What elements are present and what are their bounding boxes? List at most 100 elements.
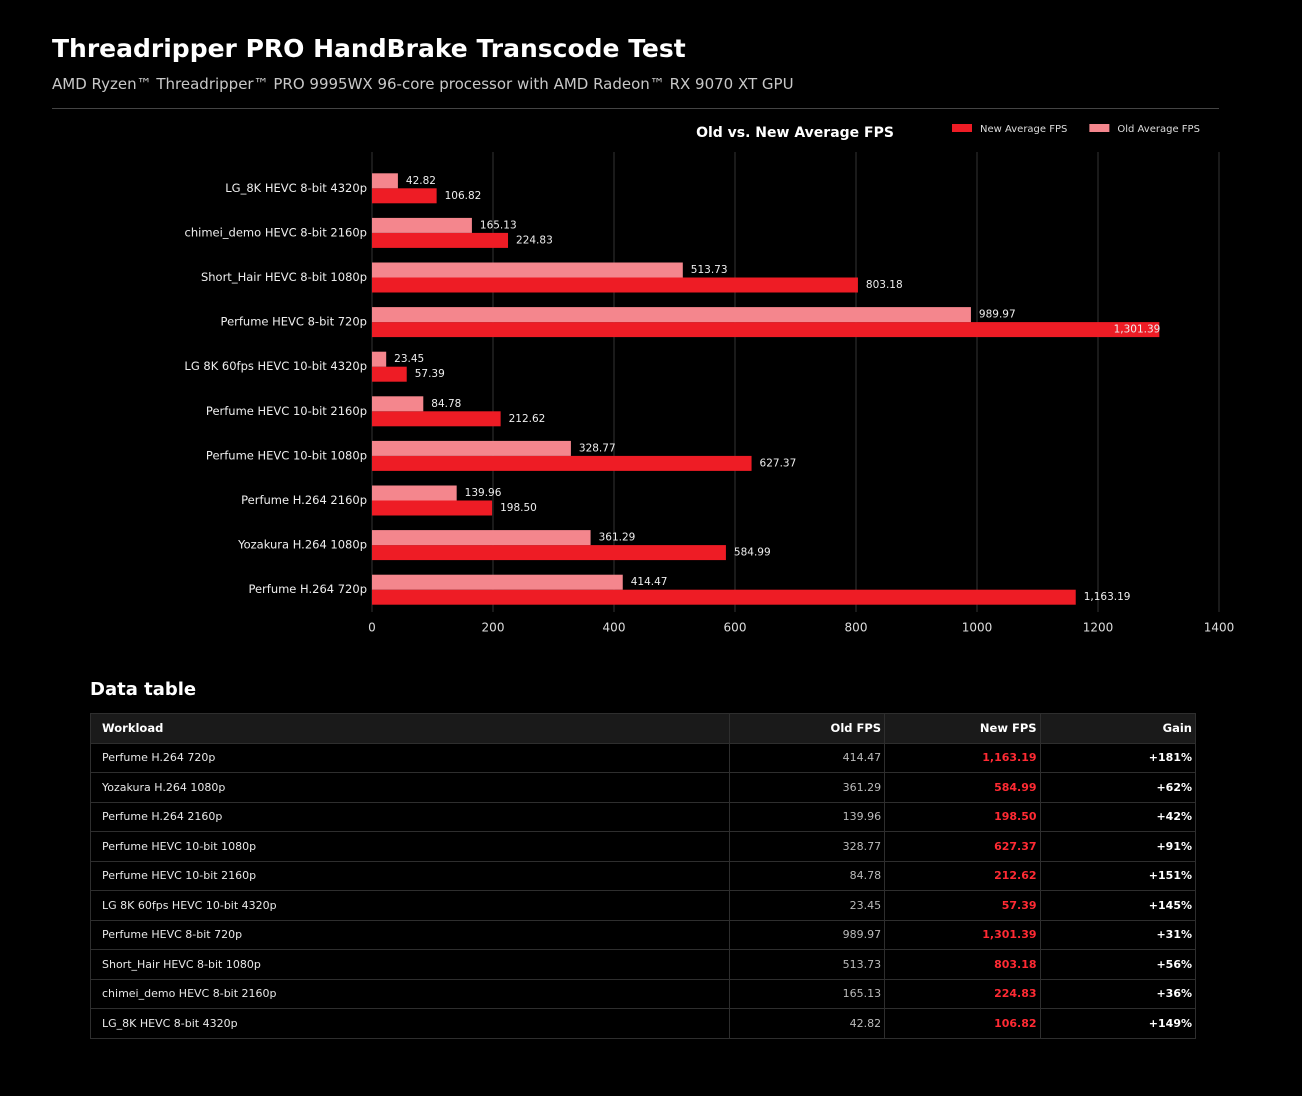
divider xyxy=(52,108,1219,109)
y-tick-label: chimei_demo HEVC 8-bit 2160p xyxy=(185,225,367,239)
chart: Old vs. New Average FPS 0 200 400 600 800 100… xyxy=(184,124,1235,635)
table-header: Workload Old FPS New FPS Gain xyxy=(90,713,1197,744)
value-label: 198.50 xyxy=(500,502,537,514)
bar xyxy=(372,232,509,248)
table-cell: Short_Hair HEVC 8-bit 1080p xyxy=(90,949,730,980)
table-row: Perfume H.264 720p 414.47 1,163.19 +181% xyxy=(90,742,1197,773)
table-body: Perfume H.264 720p 414.47 1,163.19 +181% Yoz… xyxy=(90,742,1197,1039)
table-cell: 414.47 xyxy=(728,742,886,773)
page-title: Threadripper PRO HandBrake Transcode Tes… xyxy=(52,34,686,63)
table-row: Short_Hair HEVC 8-bit 1080p 513.73 803.18 +… xyxy=(90,949,1197,980)
value-label: 212.62 xyxy=(509,413,546,425)
bar xyxy=(372,217,472,233)
bar xyxy=(372,485,457,501)
table-cell: 198.50 xyxy=(884,801,1041,832)
table-cell: 803.18 xyxy=(884,949,1041,980)
legend-label: New Average FPS xyxy=(980,124,1067,135)
table-cell: chimei_demo HEVC 8-bit 2160p xyxy=(90,978,730,1009)
bar xyxy=(372,545,726,561)
page-subtitle: AMD Ryzen™ Threadripper™ PRO 9995WX 96-c… xyxy=(52,75,794,93)
value-label: 584.99 xyxy=(734,547,771,559)
value-label: 627.37 xyxy=(760,457,797,469)
bar xyxy=(372,411,501,427)
table-cell: +42% xyxy=(1039,801,1197,832)
bar xyxy=(372,307,971,323)
value-label: 84.78 xyxy=(431,398,461,410)
table-cell: +31% xyxy=(1039,919,1197,950)
value-label: 989.97 xyxy=(979,309,1016,321)
y-tick-label: Perfume HEVC 8-bit 720p xyxy=(221,315,367,329)
bar xyxy=(372,366,407,382)
table-cell: Perfume H.264 720p xyxy=(90,742,730,773)
table-cell: LG 8K 60fps HEVC 10-bit 4320p xyxy=(90,890,730,921)
value-label: 513.73 xyxy=(691,264,728,276)
bar xyxy=(372,173,398,189)
table-cell: +56% xyxy=(1039,949,1197,980)
value-label: 57.39 xyxy=(415,368,445,380)
table-cell: 84.78 xyxy=(728,860,886,891)
y-tick-label: LG 8K 60fps HEVC 10-bit 4320p xyxy=(184,359,367,373)
legend-label: Old Average FPS xyxy=(1117,124,1200,135)
table-row: Perfume HEVC 10-bit 2160p 84.78 212.62 +151… xyxy=(90,860,1197,891)
table-cell: +91% xyxy=(1039,831,1197,862)
table-cell: Perfume H.264 2160p xyxy=(90,801,730,832)
table-cell: 139.96 xyxy=(728,801,886,832)
x-tick-label: 200 xyxy=(482,621,505,635)
table-cell: 328.77 xyxy=(728,831,886,862)
x-tick-label: 600 xyxy=(724,621,747,635)
table-row: Perfume H.264 2160p 139.96 198.50 +42% xyxy=(90,801,1197,832)
table-row: Perfume HEVC 8-bit 720p 989.97 1,301.39 +31… xyxy=(90,919,1197,950)
x-tick-label: 1200 xyxy=(1083,621,1114,635)
table-row: Perfume HEVC 10-bit 1080p 328.77 627.37 +91… xyxy=(90,831,1197,862)
table-row: LG_8K HEVC 8-bit 4320p 42.82 106.82 +149% xyxy=(90,1008,1197,1039)
bar xyxy=(372,530,591,546)
table-cell: Perfume HEVC 10-bit 2160p xyxy=(90,860,730,891)
table-row: chimei_demo HEVC 8-bit 2160p 165.13 224.83… xyxy=(90,978,1197,1009)
table-cell: Perfume HEVC 8-bit 720p xyxy=(90,919,730,950)
table-cell: 23.45 xyxy=(728,890,886,921)
table-cell: 224.83 xyxy=(884,978,1041,1009)
column-header: Workload xyxy=(90,713,730,744)
x-tick-label: 1000 xyxy=(962,621,993,635)
table-cell: 42.82 xyxy=(728,1008,886,1039)
table-cell: +149% xyxy=(1039,1008,1197,1039)
table-cell: LG_8K HEVC 8-bit 4320p xyxy=(90,1008,730,1039)
bar xyxy=(372,574,623,590)
table-cell: 627.37 xyxy=(884,831,1041,862)
x-tick-label: 0 xyxy=(368,621,376,635)
value-label: 803.18 xyxy=(866,279,903,291)
bar xyxy=(372,500,493,516)
table-title: Data table xyxy=(90,679,197,700)
table-cell: +151% xyxy=(1039,860,1197,891)
table-cell: +145% xyxy=(1039,890,1197,921)
column-header: Gain xyxy=(1039,713,1197,744)
table-cell: 57.39 xyxy=(884,890,1041,921)
bar xyxy=(372,262,683,278)
x-tick-label: 400 xyxy=(603,621,626,635)
x-tick-label: 1400 xyxy=(1204,621,1235,635)
y-tick-label: Perfume HEVC 10-bit 2160p xyxy=(206,404,367,418)
y-tick-label: Perfume H.264 720p xyxy=(248,582,367,596)
table-cell: 513.73 xyxy=(728,949,886,980)
bar xyxy=(372,351,387,367)
table-cell: 361.29 xyxy=(728,772,886,803)
table-cell: Yozakura H.264 1080p xyxy=(90,772,730,803)
value-label: 1,301.39 xyxy=(1114,324,1161,336)
table-row: Yozakura H.264 1080p 361.29 584.99 +62% xyxy=(90,772,1197,803)
y-tick-label: Perfume HEVC 10-bit 1080p xyxy=(206,448,367,462)
value-label: 414.47 xyxy=(631,576,668,588)
table-cell: 165.13 xyxy=(728,978,886,1009)
value-label: 106.82 xyxy=(445,190,482,202)
table-cell: +181% xyxy=(1039,742,1197,773)
table-cell: 212.62 xyxy=(884,860,1041,891)
value-label: 224.83 xyxy=(516,234,553,246)
table-row: LG 8K 60fps HEVC 10-bit 4320p 23.45 57.39 +… xyxy=(90,890,1197,921)
value-label: 23.45 xyxy=(394,353,424,365)
bar xyxy=(372,322,1160,338)
table-cell: 1,301.39 xyxy=(884,919,1041,950)
y-tick-label: LG_8K HEVC 8-bit 4320p xyxy=(225,181,367,195)
y-tick-label: Yozakura H.264 1080p xyxy=(237,538,367,552)
y-tick-label: Short_Hair HEVC 8-bit 1080p xyxy=(201,270,367,284)
value-label: 328.77 xyxy=(579,442,616,454)
